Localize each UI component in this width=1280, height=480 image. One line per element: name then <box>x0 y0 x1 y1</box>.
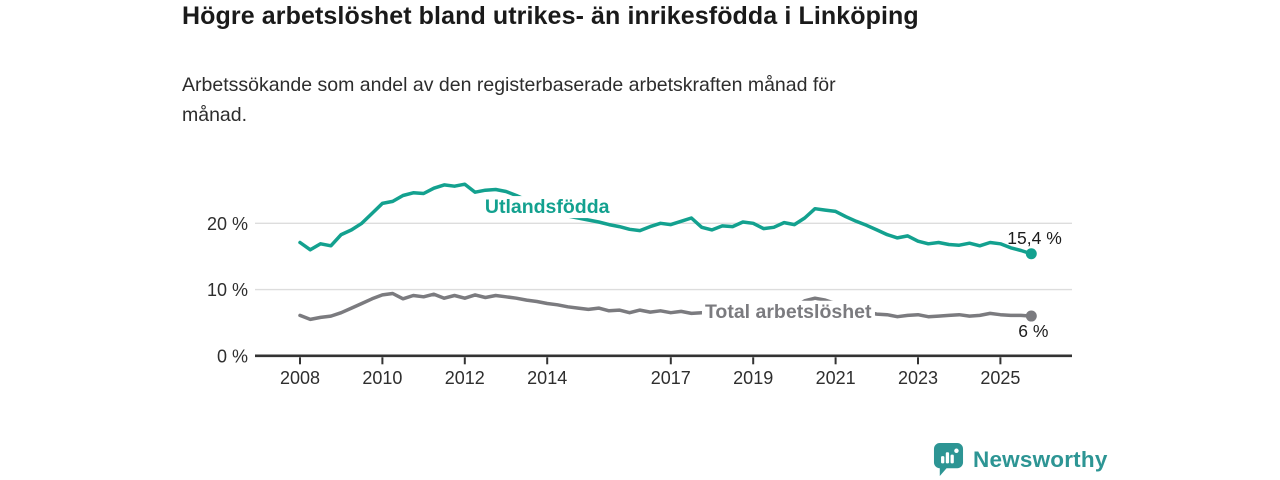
x-tick-label: 2021 <box>816 368 856 388</box>
series-label-knockout <box>481 196 613 219</box>
series-label-knockout <box>701 300 875 323</box>
y-tick-label: 20 % <box>207 214 248 234</box>
series-end-value-label: 6 % <box>1018 321 1048 341</box>
x-tick-label: 2012 <box>445 368 485 388</box>
series-end-dot <box>1025 310 1037 322</box>
newsworthy-logo-icon <box>933 443 964 476</box>
brand-name: Newsworthy <box>973 446 1108 472</box>
x-tick-label: 2017 <box>651 368 691 388</box>
x-tick-label: 2014 <box>527 368 567 388</box>
series-line-utlandsfodda <box>298 182 1034 256</box>
x-tick-label: 2019 <box>733 368 773 388</box>
series-label: Utlandsfödda <box>485 196 610 218</box>
x-tick-label: 2025 <box>980 368 1020 388</box>
brand-footer: Newsworthy <box>933 442 1108 477</box>
series-line-total <box>298 291 1034 322</box>
chart-subtitle-line-2: månad. <box>182 104 248 126</box>
series-label: Total arbetslöshet <box>705 301 872 323</box>
x-tick-label: 2023 <box>898 368 938 388</box>
y-tick-label: 0 % <box>217 346 248 366</box>
chart-subtitle-line-1: Arbetssökande som andel av den registerb… <box>182 74 836 96</box>
x-tick-label: 2010 <box>362 368 402 388</box>
series-end-dot <box>1025 248 1037 260</box>
y-tick-label: 10 % <box>207 280 248 300</box>
x-tick-label: 2008 <box>280 368 320 388</box>
series-end-value-label: 15,4 % <box>1007 228 1061 248</box>
chart-subtitle: Arbetssökande som andel av den registerb… <box>182 70 836 130</box>
chart-title: Högre arbetslöshet bland utrikes- än inr… <box>182 2 919 30</box>
